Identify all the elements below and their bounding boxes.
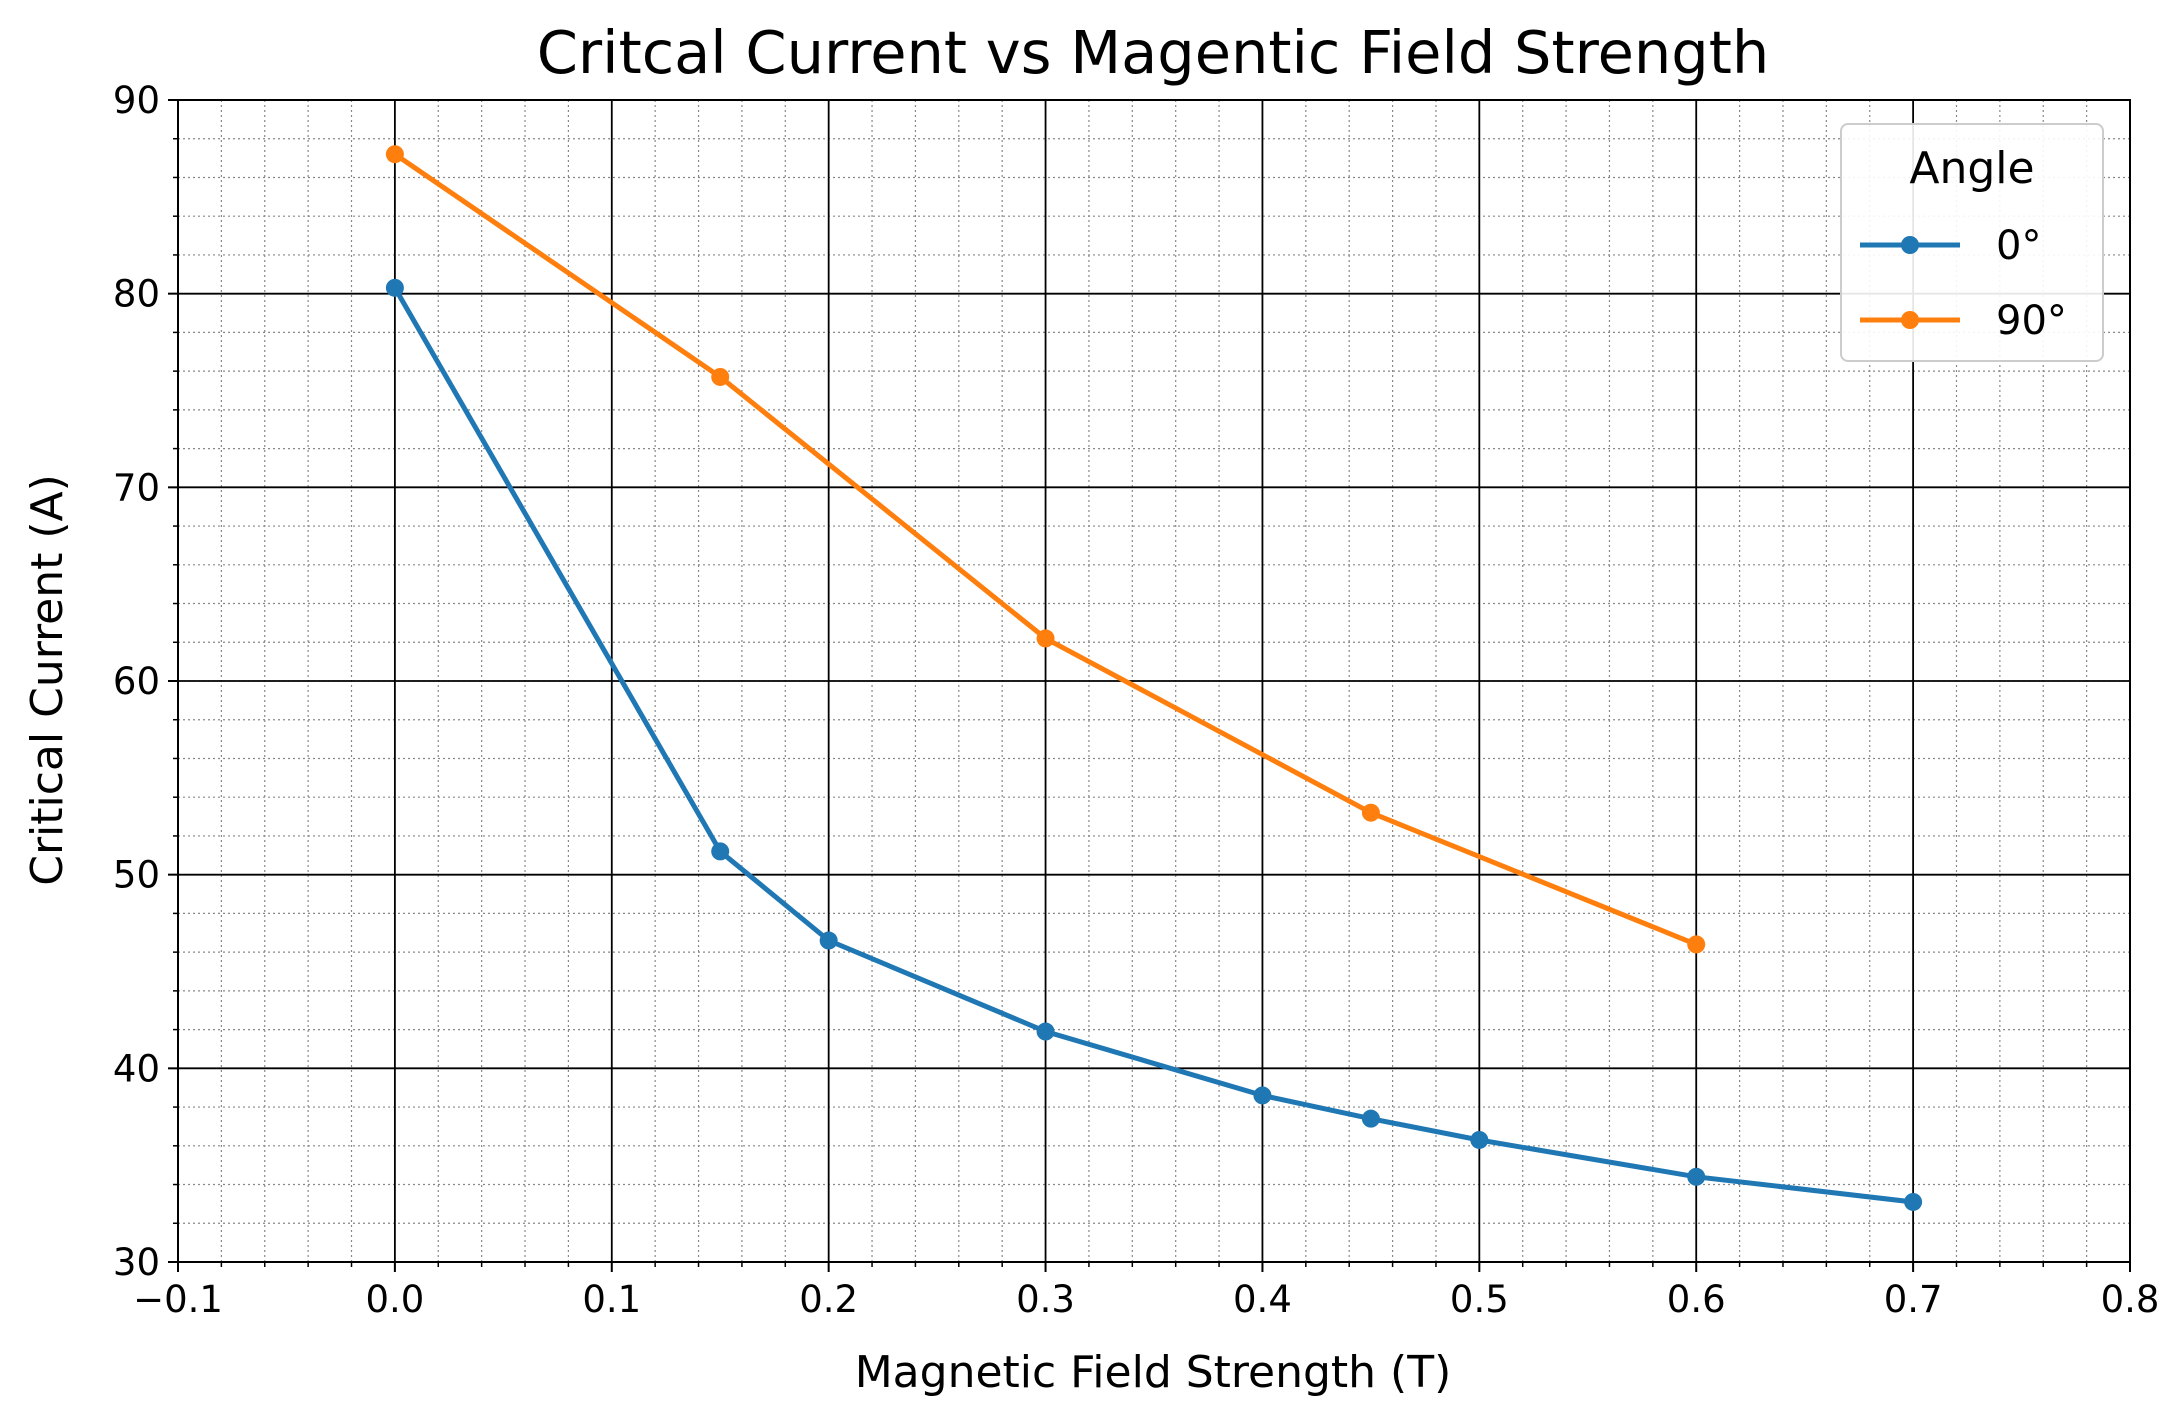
data-point: [1036, 1022, 1055, 1041]
data-point: [711, 367, 730, 386]
legend-title: Angle: [1909, 143, 2034, 194]
x-tick-label: −0.1: [133, 1278, 223, 1321]
data-point: [385, 278, 404, 297]
x-tick-label: 0.8: [2101, 1278, 2160, 1321]
x-tick-label: 0.2: [799, 1278, 858, 1321]
legend-item: 0°: [1860, 223, 2041, 269]
x-tick-label: 0.1: [582, 1278, 641, 1321]
x-axis-label: Magnetic Field Strength (T): [855, 1347, 1452, 1398]
x-tick-label: 0.6: [1667, 1278, 1726, 1321]
chart-title: Critcal Current vs Magentic Field Streng…: [537, 18, 1770, 87]
legend-swatch-marker: [1901, 236, 1919, 254]
axis-tick-labels: −0.1 0.0 0.1 0.2 0.3 0.4 0.5 0.6 0.7 0.8 30 40 50 60 7…: [113, 79, 2160, 1321]
legend-label: 90°: [1996, 298, 2067, 344]
series-1: [385, 278, 1923, 1211]
y-tick-label: 30: [113, 1241, 160, 1284]
series-2: [385, 145, 1706, 954]
data-point: [1687, 1167, 1706, 1186]
y-tick-label: 50: [113, 854, 160, 897]
y-tick-label: 80: [113, 273, 160, 316]
y-tick-label: 90: [113, 79, 160, 122]
y-tick-label: 70: [113, 466, 160, 509]
legend-label: 0°: [1996, 223, 2041, 269]
x-tick-label: 0.4: [1233, 1278, 1292, 1321]
data-point: [1904, 1192, 1923, 1211]
data-point: [711, 842, 730, 861]
data-point: [1687, 935, 1706, 954]
legend-item: 90°: [1860, 298, 2067, 344]
x-tick-label: 0.3: [1016, 1278, 1075, 1321]
data-point: [1470, 1130, 1489, 1149]
x-tick-label: 0.5: [1450, 1278, 1509, 1321]
legend-box: [1840, 123, 2104, 362]
data-point: [1361, 1109, 1380, 1128]
y-tick-label: 60: [113, 660, 160, 703]
legend-swatch-marker: [1901, 311, 1919, 329]
x-tick-label: 0.7: [1884, 1278, 1943, 1321]
data-point: [819, 931, 838, 950]
axis-ticks: [168, 99, 2131, 1272]
data-point: [385, 145, 404, 164]
y-axis-label: Critical Current (A): [22, 474, 73, 886]
data-point: [1361, 803, 1380, 822]
y-tick-label: 40: [113, 1047, 160, 1090]
x-tick-label: 0.0: [365, 1278, 424, 1321]
data-point: [1036, 629, 1055, 648]
data-point: [1253, 1086, 1272, 1105]
series-layer: [385, 145, 1923, 1211]
legend: Angle 0° 90°: [1840, 123, 2104, 362]
legend-items: 0° 90°: [1860, 223, 2067, 344]
